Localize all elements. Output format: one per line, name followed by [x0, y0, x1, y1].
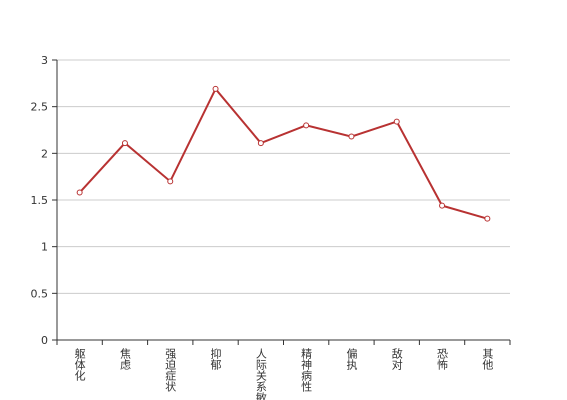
point — [212, 85, 219, 92]
point — [121, 140, 128, 147]
point — [439, 202, 446, 209]
point — [76, 189, 83, 196]
y-tick-label: 1.5 — [31, 194, 49, 207]
point — [348, 133, 355, 140]
point — [257, 140, 264, 147]
x-tick-label: 抑郁 — [209, 347, 222, 370]
x-tick-label: 强迫症状 — [164, 348, 177, 392]
x-tick-label: 躯体化 — [73, 348, 86, 382]
y-tick-label: 0.5 — [31, 287, 49, 300]
x-tick-label: 恐怖 — [436, 348, 449, 370]
y-tick-label: 1 — [41, 241, 48, 254]
x-tick-label: 精神病性 — [300, 348, 313, 393]
x-tick-label: 偏执 — [345, 347, 358, 371]
y-tick-label: 2 — [41, 147, 48, 160]
point — [393, 118, 400, 125]
y-tick-label: 0 — [41, 334, 48, 347]
point — [484, 215, 491, 222]
point — [167, 178, 174, 185]
y-tick-label: 2.5 — [31, 101, 49, 114]
point — [303, 122, 310, 129]
x-tick-label: 敌对 — [390, 347, 403, 370]
x-tick-label: 人际关系敏感 — [254, 348, 267, 400]
x-tick-label: 其他 — [481, 348, 494, 370]
x-tick-label: 焦虑 — [118, 348, 131, 370]
y-tick-label: 3 — [41, 54, 48, 67]
line — [78, 87, 488, 220]
